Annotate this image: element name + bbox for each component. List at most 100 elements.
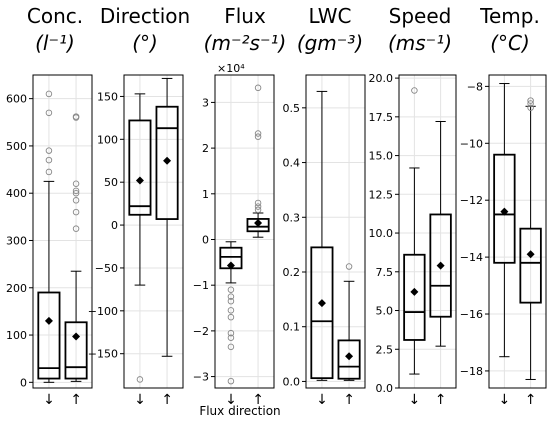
y-tick-label: 2.5 [376, 343, 394, 356]
outlier-point [45, 147, 53, 154]
outlier-point [527, 97, 534, 104]
y-tick-label: 0 [202, 233, 209, 246]
category-label: ↑ [435, 392, 447, 408]
panel-2: −3 −2 −1 0 1 2 3 ↓ ↑ ×10⁴ Flux (m⁻²s⁻¹) [193, 4, 287, 408]
outlier-point [227, 334, 235, 341]
panel-title: Flux [224, 4, 266, 28]
outlier-point [45, 168, 53, 176]
category-label: ↓ [409, 392, 421, 408]
outlier-point [254, 199, 262, 207]
y-tick-label: 0 [111, 219, 118, 232]
mean-marker [226, 261, 235, 270]
outlier-point [227, 293, 235, 300]
outlier-point [72, 113, 80, 120]
outlier-point [72, 225, 80, 232]
y-tick-label: −100 [88, 305, 118, 318]
panel-frame [488, 74, 547, 389]
mean-marker [410, 287, 419, 296]
outlier-point [72, 197, 80, 204]
outlier-point [227, 307, 235, 314]
x-axis-label: Flux direction [199, 404, 280, 418]
box [493, 153, 516, 264]
outlier-point [227, 343, 235, 351]
outlier-point [227, 297, 235, 305]
outlier-point [72, 180, 80, 187]
category-label: ↑ [525, 392, 537, 408]
mean-marker [345, 352, 354, 361]
y-tick-label: 0 [20, 376, 27, 389]
y-tick-label: 12.5 [369, 188, 394, 201]
outlier-point [72, 189, 80, 197]
box [337, 339, 361, 380]
y-tick-label: 0.3 [283, 211, 301, 224]
panel-5: −18 −16 −14 −12 −10 −8 ↓ ↑ Temp. (°C) [460, 4, 547, 408]
y-tick-label: −10 [460, 137, 483, 150]
y-tick-label: −18 [460, 365, 483, 378]
box [310, 246, 334, 380]
y-tick-label: 17.5 [369, 111, 394, 124]
y-tick-label: −1 [193, 279, 209, 292]
mean-marker [254, 219, 263, 228]
y-tick-label: 300 [6, 234, 27, 247]
y-tick-label: −14 [460, 251, 483, 264]
panel-title: Temp. [479, 4, 540, 28]
y-tick-label: 100 [6, 329, 27, 342]
y-tick-label: −16 [460, 308, 483, 321]
outlier-point [45, 109, 53, 117]
y-tick-label: 0.1 [283, 321, 301, 334]
y-tick-label: 600 [6, 93, 27, 106]
outlier-point [227, 377, 235, 385]
box [128, 119, 152, 216]
mean-marker [44, 316, 53, 325]
category-label: ↑ [161, 392, 173, 408]
category-label: ↓ [316, 392, 328, 408]
outlier-point [254, 203, 262, 210]
mean-marker [436, 261, 445, 270]
panel-3: 0.0 0.1 0.2 0.3 0.4 0.5 ↓ ↑ LWC (gm⁻³) [283, 4, 366, 408]
category-label: ↑ [70, 392, 82, 408]
panel-units: (m⁻²s⁻¹) [204, 31, 287, 55]
panel-units: (l⁻¹) [35, 31, 75, 55]
y-tick-label: −8 [467, 80, 483, 93]
outlier-point [227, 286, 235, 294]
mean-marker [526, 250, 535, 259]
panel-0: 0 100 200 300 400 500 600 ↓ ↑ Conc. (l⁻¹) [6, 4, 93, 408]
panel-units: (°C) [490, 31, 530, 55]
y-tick-label: 150 [97, 90, 118, 103]
mean-marker [317, 299, 326, 308]
y-tick-label: 0.0 [376, 382, 394, 395]
box [429, 213, 452, 318]
y-tick-label: −3 [193, 371, 209, 384]
box [37, 291, 61, 380]
category-label: ↓ [225, 392, 237, 408]
panel-title: LWC [308, 4, 351, 28]
box [519, 227, 542, 304]
outlier-point [345, 263, 353, 270]
category-label: ↑ [252, 392, 264, 408]
y-tick-label: 400 [6, 187, 27, 200]
outlier-point [227, 329, 235, 337]
category-label: ↑ [343, 392, 355, 408]
mean-marker [135, 176, 144, 185]
box [155, 105, 179, 220]
y-tick-label: 0.4 [283, 157, 301, 170]
panel-title: Direction [100, 4, 190, 28]
y-tick-label: −50 [95, 262, 118, 275]
y-tick-label: 0.0 [283, 375, 301, 388]
outlier-point [411, 87, 418, 94]
y-tick-label: 0.5 [283, 102, 301, 115]
outlier-point [136, 376, 144, 383]
outlier-point [227, 313, 235, 321]
y-tick-label: 7.5 [376, 266, 394, 279]
outlier-point [254, 130, 262, 137]
y-tick-label: 5.0 [376, 305, 394, 318]
panel-frame [305, 74, 366, 389]
outlier-point [45, 90, 53, 98]
axis-multiplier: ×10⁴ [217, 62, 245, 75]
panel-frame [32, 74, 93, 389]
y-tick-label: 2 [202, 142, 209, 155]
y-tick-label: 50 [104, 176, 118, 189]
mean-marker [163, 156, 172, 165]
outlier-point [45, 156, 53, 164]
